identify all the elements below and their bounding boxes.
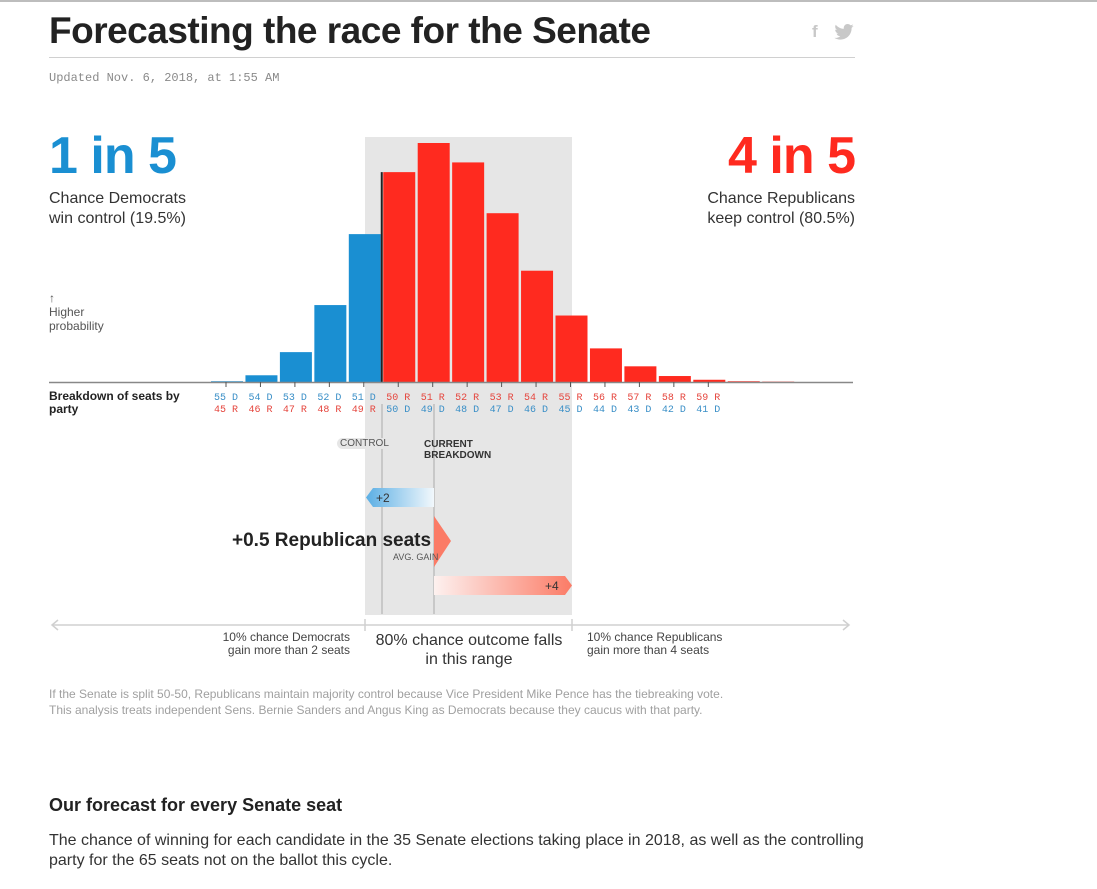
tick-label-bottom: 46 D <box>524 405 548 416</box>
center-range-text: 80% chance outcome falls in this range <box>366 631 572 669</box>
tick-label-top: 58 R <box>662 393 686 404</box>
dem-odds-line2: win control (19.5%) <box>49 210 186 227</box>
bar-55R[interactable] <box>555 315 588 382</box>
rep-gain-range-arrow <box>434 576 572 595</box>
section-description: The chance of winning for each candidate… <box>49 832 864 869</box>
facebook-icon[interactable]: f <box>812 22 818 41</box>
bar-49R[interactable] <box>348 234 381 382</box>
tick-label-top: 56 R <box>593 393 617 404</box>
tick-label-bottom: 49 D <box>421 405 445 416</box>
tick-label-bottom: 50 D <box>386 405 410 416</box>
tick-label-top: 54 R <box>524 393 548 404</box>
tick-label-bottom: 48 D <box>455 405 479 416</box>
page-title: Forecasting the race for the Senate <box>49 10 651 51</box>
tick-label-top: 59 R <box>696 393 720 404</box>
dem-gain-range-arrow <box>366 488 434 507</box>
x-axis-label: Breakdown of seats by party <box>49 389 180 416</box>
footnote: If the Senate is split 50-50, Republican… <box>49 686 869 718</box>
left-tail-line1: 10% chance Democrats <box>222 630 350 644</box>
tick-label-bottom: 43 D <box>627 405 651 416</box>
current-breakdown-line2: BREAKDOWN <box>424 450 492 461</box>
bar-50R[interactable] <box>383 172 416 382</box>
left-tail-line2: gain more than 2 seats <box>227 643 350 657</box>
tick-label-top: 54 D <box>248 393 272 404</box>
bar-51R[interactable] <box>417 143 450 382</box>
tick-label-top: 52 D <box>317 393 341 404</box>
right-tail-line1: 10% chance Republicans <box>587 630 723 644</box>
tick-label-bottom: 49 R <box>352 405 376 416</box>
dem-gain-label: +2 <box>376 491 390 505</box>
seat-distribution-chart: 55 D45 R 54 D46 R 53 D47 R 52 D48 R 51 D49 R… <box>49 137 853 631</box>
bar-58R[interactable] <box>658 376 691 382</box>
right-tail-text: 10% chance Republicans gain more than 4 … <box>587 631 787 657</box>
control-marker-label: CONTROL <box>337 438 392 449</box>
tick-label-top: 52 R <box>455 393 479 404</box>
right-tail-line2: gain more than 4 seats <box>587 643 710 657</box>
bar-57R[interactable] <box>624 366 657 382</box>
section-heading: Our forecast for every Senate seat <box>49 795 343 815</box>
y-axis-note-line1: Higher <box>49 305 85 319</box>
tick-label-bottom: 41 D <box>696 405 720 416</box>
tick-label-top: 53 R <box>490 393 514 404</box>
bar-60R[interactable] <box>727 381 760 382</box>
rep-gain-label: +4 <box>545 579 559 593</box>
bar-45R[interactable] <box>211 381 243 382</box>
tick-label-top: 57 R <box>627 393 651 404</box>
y-axis-note-line2: probability <box>49 319 104 333</box>
avg-gain-headline: +0.5 Republican seats <box>232 530 432 551</box>
current-breakdown-label: CURRENT BREAKDOWN <box>424 439 491 461</box>
tick-label-top: 51 D <box>352 393 376 404</box>
ticks-group <box>225 382 709 387</box>
rep-odds-headline: 4 in 5 <box>728 127 856 185</box>
tick-label-top: 51 R <box>421 393 445 404</box>
bars-group <box>211 143 795 383</box>
rep-odds-text: Chance Republicans keep control (80.5%) <box>707 189 855 229</box>
avg-gain-arrow <box>434 516 451 567</box>
tick-label-bottom: 44 D <box>593 405 617 416</box>
tick-label-top: 50 R <box>386 393 410 404</box>
rep-odds-line1: Chance Republicans <box>707 190 855 207</box>
avg-gain-caption: AVG. GAIN <box>393 552 439 562</box>
tick-label-top: 55 D <box>214 393 238 404</box>
tick-label-bottom: 46 R <box>248 405 272 416</box>
title-divider <box>49 57 855 58</box>
dem-odds-line1: Chance Democrats <box>49 190 186 207</box>
tick-labels-group: 55 D45 R 54 D46 R 53 D47 R 52 D48 R 51 D49 R… <box>214 393 720 416</box>
range-left-arrowhead <box>50 619 59 631</box>
bar-53R[interactable] <box>486 213 519 382</box>
twitter-icon[interactable] <box>834 24 854 45</box>
dem-odds-text: Chance Democrats win control (19.5%) <box>49 189 186 229</box>
center-range-line2: in this range <box>425 651 513 668</box>
bar-54R[interactable] <box>521 270 554 382</box>
updated-timestamp: Updated Nov. 6, 2018, at 1:55 AM <box>49 71 280 85</box>
tick-label-bottom: 45 R <box>214 405 238 416</box>
center-range-line1: 80% chance outcome falls <box>375 632 563 649</box>
up-arrow-icon: ↑ <box>49 291 55 305</box>
bar-46R[interactable] <box>245 375 278 382</box>
current-breakdown-line1: CURRENT <box>424 439 473 450</box>
bar-56R[interactable] <box>589 348 622 382</box>
bar-47R[interactable] <box>279 352 312 382</box>
tick-label-bottom: 47 D <box>490 405 514 416</box>
tick-label-bottom: 42 D <box>662 405 686 416</box>
y-axis-note: ↑ Higher probability <box>49 291 104 333</box>
tick-label-top: 55 R <box>558 393 582 404</box>
rep-odds-line2: keep control (80.5%) <box>707 210 855 227</box>
tick-label-bottom: 48 R <box>317 405 341 416</box>
tick-label-bottom: 47 R <box>283 405 307 416</box>
footnote-line1: If the Senate is split 50-50, Republican… <box>49 687 724 701</box>
tick-label-bottom: 45 D <box>558 405 582 416</box>
bar-52R[interactable] <box>452 162 485 382</box>
footnote-line2: This analysis treats independent Sens. B… <box>49 703 703 717</box>
dem-odds-headline: 1 in 5 <box>49 127 177 185</box>
left-tail-text: 10% chance Democrats gain more than 2 se… <box>200 631 350 657</box>
bar-59R[interactable] <box>693 379 726 382</box>
bar-48R[interactable] <box>314 305 347 382</box>
range-right-arrowhead <box>842 619 851 631</box>
tick-label-top: 53 D <box>283 393 307 404</box>
top-border <box>0 0 1097 2</box>
